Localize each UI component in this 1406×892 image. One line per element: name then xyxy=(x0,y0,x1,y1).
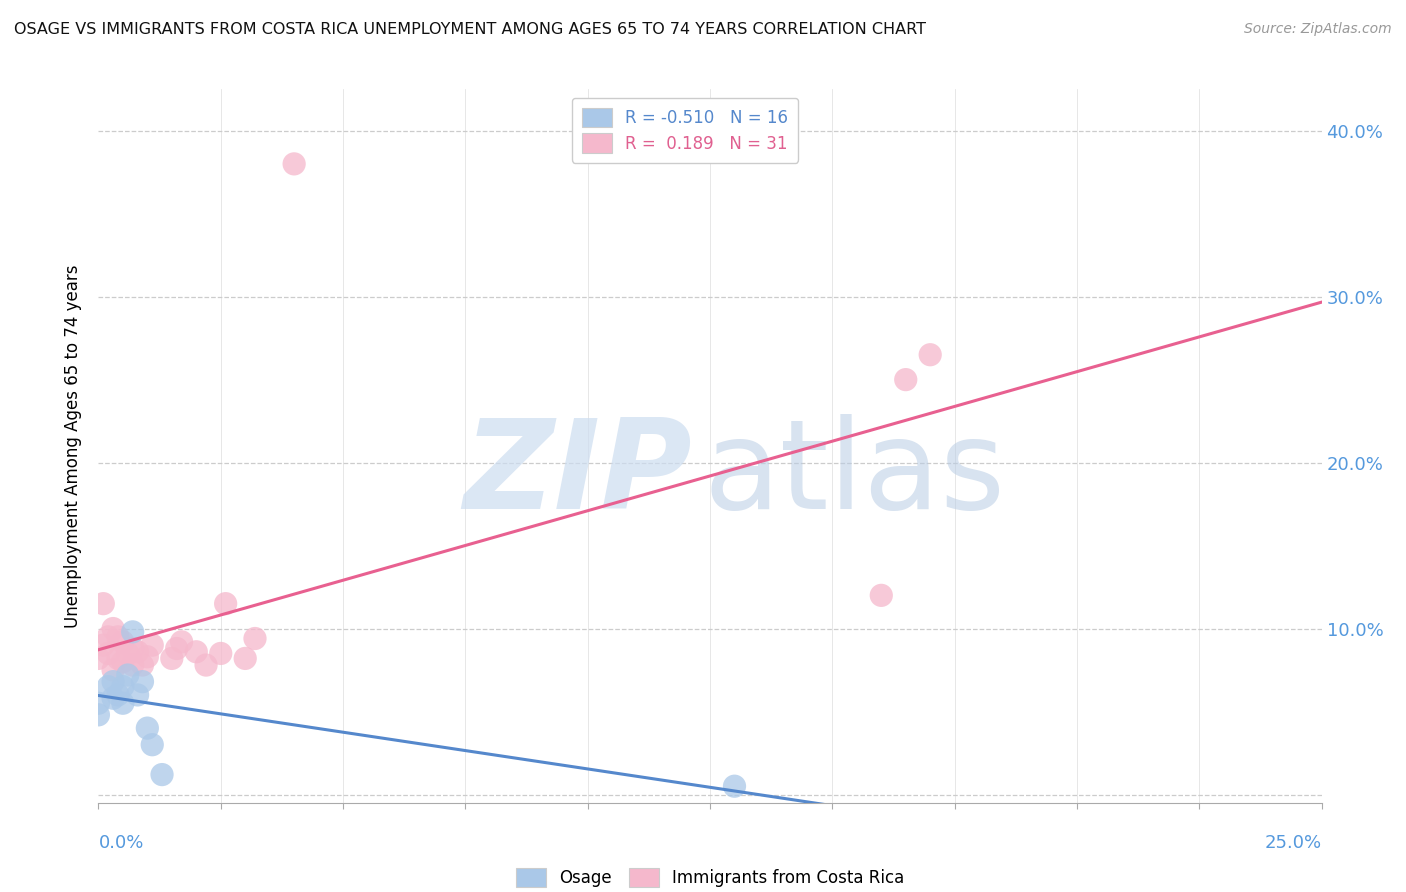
Point xyxy=(233,651,256,665)
Point xyxy=(101,674,124,689)
Point xyxy=(136,649,159,664)
Point xyxy=(117,647,139,661)
Point xyxy=(91,597,114,611)
Point xyxy=(186,645,208,659)
Point xyxy=(283,157,305,171)
Point xyxy=(131,658,153,673)
Point xyxy=(121,641,143,656)
Point xyxy=(111,655,134,669)
Point xyxy=(160,651,183,665)
Text: atlas: atlas xyxy=(704,414,1007,535)
Point xyxy=(214,597,236,611)
Point xyxy=(870,588,893,602)
Point xyxy=(101,622,124,636)
Point xyxy=(127,688,149,702)
Y-axis label: Unemployment Among Ages 65 to 74 years: Unemployment Among Ages 65 to 74 years xyxy=(65,264,83,628)
Point xyxy=(111,696,134,710)
Point xyxy=(117,668,139,682)
Point xyxy=(723,779,745,793)
Point xyxy=(195,658,218,673)
Point xyxy=(97,630,120,644)
Point xyxy=(121,658,143,673)
Text: ZIP: ZIP xyxy=(463,414,692,535)
Point xyxy=(920,348,942,362)
Point xyxy=(121,624,143,639)
Point xyxy=(97,680,120,694)
Point xyxy=(87,696,110,710)
Point xyxy=(107,688,129,702)
Point xyxy=(141,738,163,752)
Point xyxy=(141,638,163,652)
Point xyxy=(243,632,266,646)
Text: 25.0%: 25.0% xyxy=(1264,834,1322,852)
Point xyxy=(107,651,129,665)
Point xyxy=(894,373,917,387)
Point xyxy=(91,638,114,652)
Point xyxy=(111,635,134,649)
Text: 0.0%: 0.0% xyxy=(98,834,143,852)
Point xyxy=(209,647,232,661)
Point xyxy=(97,647,120,661)
Point xyxy=(107,630,129,644)
Point xyxy=(87,651,110,665)
Point xyxy=(111,680,134,694)
Text: OSAGE VS IMMIGRANTS FROM COSTA RICA UNEMPLOYMENT AMONG AGES 65 TO 74 YEARS CORRE: OSAGE VS IMMIGRANTS FROM COSTA RICA UNEM… xyxy=(14,22,927,37)
Point xyxy=(87,707,110,722)
Legend: Osage, Immigrants from Costa Rica: Osage, Immigrants from Costa Rica xyxy=(509,861,911,892)
Point xyxy=(150,767,173,781)
Point xyxy=(101,663,124,677)
Text: Source: ZipAtlas.com: Source: ZipAtlas.com xyxy=(1244,22,1392,37)
Point xyxy=(136,721,159,735)
Point xyxy=(127,645,149,659)
Point xyxy=(170,635,193,649)
Point xyxy=(166,641,188,656)
Point xyxy=(131,674,153,689)
Point xyxy=(101,691,124,706)
